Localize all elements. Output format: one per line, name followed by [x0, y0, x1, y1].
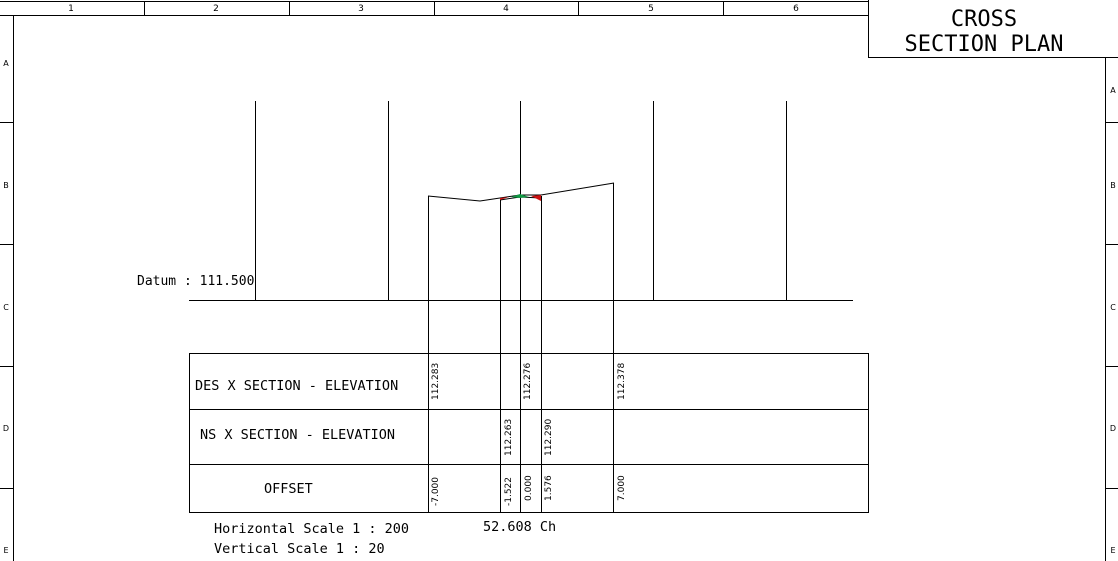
grid-row-left-d: D	[3, 424, 9, 433]
ns-elevation-value: 112.263	[504, 419, 514, 456]
grid-col-5: 5	[648, 4, 654, 14]
grid-column-labels: 1 2 3 4 5 6	[68, 4, 799, 14]
grid-row-right-d: D	[1110, 424, 1116, 433]
grid-row-right-c: C	[1110, 303, 1116, 312]
horizontal-scale-label: Horizontal Scale 1 : 200	[214, 521, 409, 537]
offset-value: -7.000	[431, 477, 441, 506]
title-line-1: CROSS	[951, 7, 1017, 32]
table-row-label-offset: OFFSET	[264, 481, 313, 497]
offset-value: 1.576	[544, 475, 554, 501]
design-crown-marker	[511, 194, 529, 198]
grid-row-right-a: A	[1110, 86, 1116, 95]
grid-row-left-e: E	[3, 546, 8, 555]
grid-row-left-b: B	[3, 181, 9, 190]
des-elevation-values: 112.283 112.276 112.378	[431, 363, 627, 400]
table-row-labels: DES X SECTION - ELEVATION NS X SECTION -…	[195, 378, 398, 497]
ns-elevation-value: 112.290	[544, 419, 554, 456]
grid-row-right-e: E	[1110, 546, 1115, 555]
grid-col-4: 4	[503, 4, 509, 14]
des-elevation-value: 112.378	[617, 363, 627, 400]
cut-fill-markers	[500, 194, 541, 201]
des-elevation-value: 112.283	[431, 363, 441, 400]
grid-col-3: 3	[358, 4, 364, 14]
table-row-label-des-elevation: DES X SECTION - ELEVATION	[195, 378, 398, 394]
fill-area-right	[531, 195, 541, 201]
offset-values: -7.000 -1.522 0.000 1.576 7.000	[431, 475, 627, 506]
grid-row-left-a: A	[3, 59, 9, 68]
offset-value: 0.000	[524, 475, 534, 501]
ns-elevation-values: 112.263 112.290	[504, 419, 554, 456]
cross-section-drawing	[189, 101, 853, 512]
design-profile-line	[427, 182, 615, 202]
grid-row-left-c: C	[3, 303, 9, 312]
offset-value: -1.522	[504, 477, 514, 506]
fill-area-left	[500, 197, 509, 200]
grid-col-1: 1	[68, 4, 74, 14]
section-data-table	[189, 353, 869, 513]
offset-value: 7.000	[617, 475, 627, 501]
grid-row-labels: A B C D E A B C D E	[3, 59, 1116, 555]
grid-col-2: 2	[213, 4, 219, 14]
title-line-2: SECTION PLAN	[905, 32, 1064, 57]
vertical-scale-label: Vertical Scale 1 : 20	[214, 541, 385, 557]
des-elevation-value: 112.276	[523, 363, 533, 400]
title-block: CROSS SECTION PLAN	[868, 0, 1118, 58]
datum-label: Datum : 111.500	[137, 274, 254, 289]
grid-col-6: 6	[793, 4, 799, 14]
chainage-label: 52.608 Ch	[483, 519, 556, 535]
grid-row-right-b: B	[1110, 181, 1116, 190]
table-row-label-ns-elevation: NS X SECTION - ELEVATION	[200, 427, 395, 443]
